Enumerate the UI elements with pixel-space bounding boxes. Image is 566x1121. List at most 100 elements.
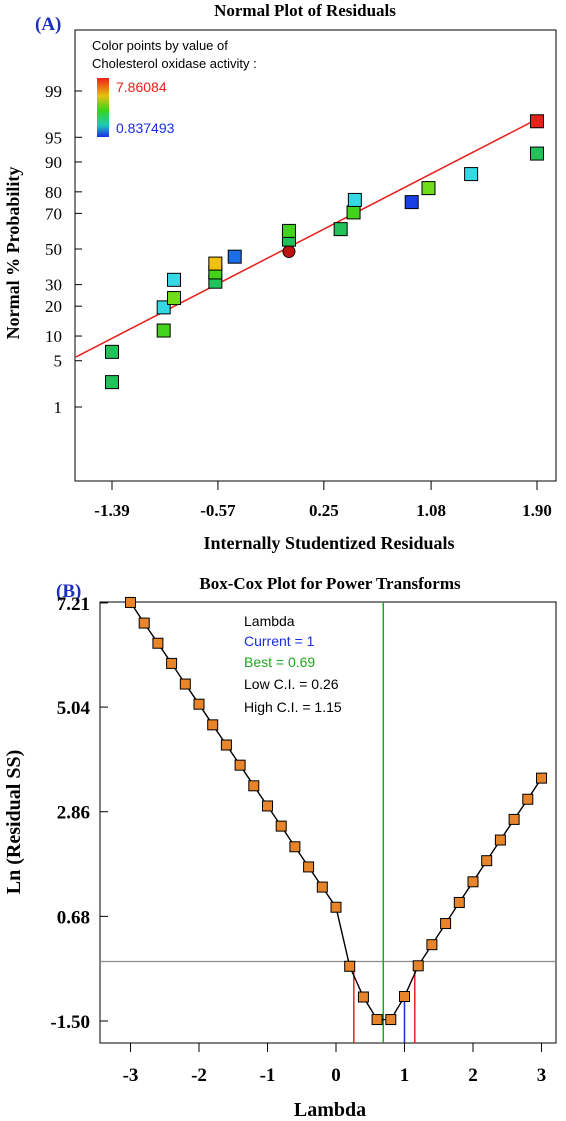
b-x-tick-label: -3 xyxy=(123,1065,139,1086)
b-x-tick-label: 1 xyxy=(400,1065,410,1086)
legend-max-value: 7.86084 xyxy=(116,79,167,95)
a-residual-point xyxy=(404,195,419,210)
panel-b-y-axis-label: Ln (Residual SS) xyxy=(3,750,25,895)
a-x-tick-label: 1.08 xyxy=(416,501,446,520)
panel-a-tag: (A) xyxy=(35,14,61,35)
a-residual-point xyxy=(156,300,171,315)
panel-a-y-axis: 1 5 10 20 30 50 70 80 90 95 99 xyxy=(45,82,82,417)
b-lambda-point xyxy=(440,918,452,930)
a-y-tick-label: 10 xyxy=(45,327,62,346)
a-residual-point xyxy=(530,146,544,161)
a-residual-point xyxy=(167,291,182,306)
b-lambda-point xyxy=(289,841,301,853)
panel-a-plot-frame xyxy=(74,29,557,482)
panel-b-x-axis-label: Lambda xyxy=(294,1099,366,1121)
a-y-tick-label: 90 xyxy=(45,153,62,172)
panel-b-points xyxy=(125,596,547,1026)
b-lambda-point xyxy=(399,991,410,1003)
b-y-tick-label: 0.68 xyxy=(57,907,90,928)
panel-b-x-axis: -3 -2 -1 0 1 2 3 xyxy=(123,1043,547,1086)
a-residual-point xyxy=(105,375,119,390)
b-lambda-point xyxy=(234,759,246,771)
lambda-legend-title: Lambda xyxy=(244,613,295,629)
b-lambda-point xyxy=(508,813,520,825)
b-x-tick-label: -2 xyxy=(191,1065,207,1086)
b-lambda-point xyxy=(303,861,315,873)
a-residual-point xyxy=(227,249,242,264)
normal-fit-line xyxy=(75,118,538,358)
b-lambda-point xyxy=(481,855,493,867)
a-x-tick-label: -1.39 xyxy=(94,501,129,520)
b-lambda-point xyxy=(494,834,506,846)
b-lambda-point xyxy=(357,991,369,1003)
a-residual-point xyxy=(105,344,119,359)
panel-b-title: Box-Cox Plot for Power Transforms xyxy=(199,574,461,593)
b-lambda-point xyxy=(522,793,534,805)
b-lambda-point xyxy=(125,596,136,608)
legend-title-line-2: Cholesterol oxidase activity : xyxy=(92,56,257,71)
lambda-high-ci-label: High C.I. = 1.15 xyxy=(244,699,342,715)
panel-a-x-axis-label: Internally Studentized Residuals xyxy=(203,533,454,553)
b-lambda-point xyxy=(275,820,287,832)
b-lambda-point xyxy=(371,1014,383,1026)
a-residual-point xyxy=(347,192,362,207)
lambda-legend: Lambda Current = 1 Best = 0.69 Low C.I. … xyxy=(244,613,342,715)
b-lambda-point xyxy=(248,780,260,792)
a-residual-point xyxy=(208,256,223,271)
b-lambda-point xyxy=(426,939,438,951)
legend-min-value: 0.837493 xyxy=(116,120,175,136)
b-lambda-point xyxy=(385,1014,397,1026)
panel-b: (B) Box-Cox Plot for Power Transforms 7.… xyxy=(3,574,557,1121)
b-lambda-point xyxy=(207,719,219,731)
b-lambda-point xyxy=(467,876,479,888)
panel-b-plot-frame xyxy=(99,601,557,1044)
b-lambda-point xyxy=(316,881,328,893)
b-lambda-point xyxy=(412,960,424,972)
b-lambda-point xyxy=(193,698,205,710)
a-residual-point xyxy=(167,272,182,287)
a-residual-point xyxy=(281,223,296,238)
a-residual-point xyxy=(156,323,171,338)
lambda-best-label: Best = 0.69 xyxy=(244,654,315,670)
b-lambda-point xyxy=(453,896,465,908)
panel-a: (A) Normal Plot of Residuals 1 5 10 20 30 50 7… xyxy=(3,1,557,553)
b-lambda-point xyxy=(138,617,150,629)
b-lambda-point xyxy=(536,772,547,784)
panel-a-y-axis-label: Normal % Probability xyxy=(3,167,23,340)
a-residual-point xyxy=(421,181,436,196)
a-y-tick-label: 99 xyxy=(45,82,62,101)
lambda-low-ci-label: Low C.I. = 0.26 xyxy=(244,676,339,692)
b-lambda-point xyxy=(330,901,342,913)
b-y-tick-label: 5.04 xyxy=(57,698,91,719)
a-x-tick-label: 1.90 xyxy=(522,501,552,520)
b-lambda-point xyxy=(344,960,356,972)
a-y-tick-label: 95 xyxy=(45,128,62,147)
panel-b-reference-lines xyxy=(100,602,556,1043)
a-y-tick-label: 50 xyxy=(45,240,62,259)
a-residual-point xyxy=(282,245,296,259)
b-x-tick-label: 0 xyxy=(331,1065,341,1086)
panel-b-y-axis: 7.21 5.04 2.86 0.68 -1.50 xyxy=(50,594,108,1033)
panel-a-points xyxy=(105,114,544,390)
panel-b-tag: (B) xyxy=(56,581,81,602)
panel-a-x-axis: -1.39 -0.57 0.25 1.08 1.90 xyxy=(94,481,552,520)
b-lambda-point xyxy=(166,657,178,669)
b-lambda-point xyxy=(262,800,273,812)
b-x-tick-label: 2 xyxy=(468,1065,478,1086)
b-y-tick-label: 7.21 xyxy=(57,594,90,615)
lambda-current-label: Current = 1 xyxy=(244,633,315,649)
color-legend: Color points by value of Cholesterol oxi… xyxy=(92,38,257,137)
a-x-tick-label: 0.25 xyxy=(309,501,339,520)
a-residual-point xyxy=(333,222,348,237)
a-y-tick-label: 5 xyxy=(54,352,63,371)
b-x-tick-label: -1 xyxy=(260,1065,276,1086)
b-x-tick-label: 3 xyxy=(537,1065,547,1086)
a-y-tick-label: 20 xyxy=(45,297,62,316)
b-lambda-point xyxy=(179,678,191,690)
b-y-tick-label: -1.50 xyxy=(50,1012,90,1033)
a-y-tick-label: 70 xyxy=(45,204,62,223)
a-residual-point xyxy=(464,167,479,182)
b-lambda-point xyxy=(220,739,232,751)
a-y-tick-label: 30 xyxy=(45,276,62,295)
